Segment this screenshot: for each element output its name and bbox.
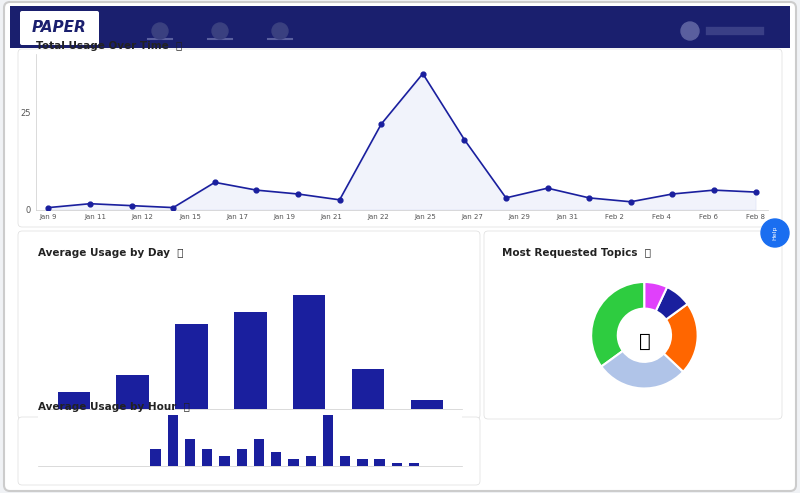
Wedge shape: [591, 282, 645, 366]
Point: [541, 184, 554, 192]
Point: [42, 204, 55, 211]
Circle shape: [618, 309, 671, 362]
Circle shape: [152, 23, 168, 39]
Point: [749, 188, 762, 196]
Bar: [237, 449, 247, 466]
Point: [292, 190, 305, 198]
Point: [458, 136, 470, 143]
Text: Average Usage by Day  ⓘ: Average Usage by Day ⓘ: [38, 248, 184, 258]
Wedge shape: [656, 287, 687, 319]
Bar: [352, 369, 384, 409]
FancyBboxPatch shape: [18, 417, 480, 485]
Text: Most Requested Topics  ⓘ: Most Requested Topics ⓘ: [502, 248, 651, 258]
Bar: [306, 456, 316, 466]
Point: [666, 190, 678, 198]
Wedge shape: [602, 351, 683, 388]
Bar: [175, 324, 208, 409]
Point: [167, 204, 180, 211]
Bar: [58, 392, 90, 409]
Circle shape: [681, 22, 699, 40]
FancyBboxPatch shape: [4, 2, 796, 491]
Bar: [202, 449, 213, 466]
Circle shape: [212, 23, 228, 39]
Bar: [288, 459, 298, 466]
Text: 🤖: 🤖: [638, 332, 650, 351]
Bar: [392, 462, 402, 466]
Bar: [322, 415, 333, 466]
Point: [375, 120, 388, 128]
Point: [334, 196, 346, 204]
Circle shape: [272, 23, 288, 39]
Point: [84, 200, 97, 208]
Text: PAPER: PAPER: [32, 21, 86, 35]
Point: [250, 186, 263, 194]
Point: [624, 198, 637, 206]
FancyBboxPatch shape: [18, 231, 480, 419]
Bar: [340, 456, 350, 466]
Point: [126, 202, 138, 210]
Bar: [185, 439, 195, 466]
FancyBboxPatch shape: [20, 11, 99, 45]
Bar: [234, 313, 266, 409]
Bar: [117, 375, 149, 409]
Bar: [409, 462, 419, 466]
Point: [707, 186, 720, 194]
Bar: [219, 456, 230, 466]
Bar: [411, 400, 443, 409]
FancyBboxPatch shape: [18, 49, 782, 227]
Circle shape: [761, 219, 789, 247]
Text: Total Usage Over Time  ⓘ: Total Usage Over Time ⓘ: [36, 41, 182, 51]
Bar: [168, 415, 178, 466]
Wedge shape: [644, 282, 667, 311]
FancyBboxPatch shape: [484, 231, 782, 419]
Bar: [271, 453, 282, 466]
Bar: [358, 459, 368, 466]
Bar: [150, 449, 161, 466]
Bar: [293, 295, 326, 409]
Text: Average Usage by Hour  ⓘ: Average Usage by Hour ⓘ: [38, 402, 190, 412]
Point: [416, 70, 429, 77]
Wedge shape: [664, 304, 698, 372]
Text: Help: Help: [773, 226, 778, 240]
Point: [582, 194, 595, 202]
Bar: [254, 439, 264, 466]
Bar: [374, 459, 385, 466]
Point: [209, 178, 222, 186]
FancyBboxPatch shape: [10, 6, 790, 48]
Point: [499, 194, 512, 202]
